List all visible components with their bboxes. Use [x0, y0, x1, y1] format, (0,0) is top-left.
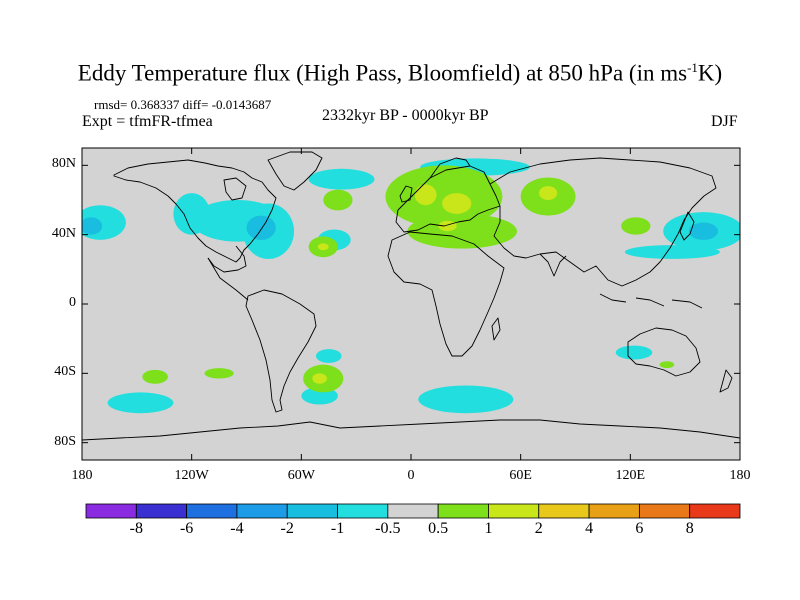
colorbar-swatch	[286, 503, 338, 519]
colorbar-label: -8	[129, 520, 143, 537]
anomaly-region-20	[407, 213, 518, 249]
colorbar-swatch	[135, 503, 188, 519]
x-tick-label: 0	[407, 468, 415, 483]
anomaly-region-11	[624, 245, 720, 259]
colorbar	[85, 503, 741, 519]
colorbar-swatch	[538, 503, 590, 519]
x-tick-label: 120W	[174, 468, 209, 483]
anomaly-region-19	[442, 193, 472, 214]
x-tick-label: 180	[729, 468, 751, 483]
anomaly-region-15	[315, 349, 342, 363]
colorbar-label: -4	[230, 520, 244, 537]
anomaly-region-10	[688, 222, 719, 240]
north-america-coast	[113, 159, 277, 263]
stats-text: rmsd= 0.368337 diff= -0.0143687	[94, 97, 272, 112]
anomaly-region-31	[312, 373, 327, 384]
scandinavia-coast	[429, 157, 471, 179]
x-tick-label: 180	[71, 468, 93, 483]
colorbar-swatch	[638, 503, 691, 519]
colorbar-swatch	[236, 503, 288, 519]
hudson-bay-coast	[223, 177, 247, 201]
colorbar-label: -6	[179, 520, 194, 537]
anomaly-region-1	[82, 217, 103, 235]
colorbar-label: 8	[685, 520, 694, 537]
anomaly-region-28	[142, 369, 168, 384]
anomaly-region-5	[246, 215, 276, 240]
gulf-of-mexico-coast	[207, 245, 247, 273]
experiment-label: Expt = tfmFR-tfmea	[82, 113, 213, 130]
anomaly-region-27	[621, 217, 651, 235]
y-tick-label: 40N	[51, 225, 76, 241]
colorbar-swatch	[337, 503, 389, 519]
central-america-coast	[207, 257, 249, 301]
colorbar-label: 2	[534, 520, 543, 537]
asia-coast	[489, 157, 717, 287]
anomaly-region-16	[615, 345, 653, 360]
anomaly-region-18	[414, 184, 437, 206]
anomaly-contours	[82, 158, 740, 414]
colorbar-swatch	[85, 503, 137, 519]
madagascar-coast	[491, 317, 501, 341]
new-zealand-coast	[719, 369, 733, 393]
anomaly-region-13	[418, 385, 514, 414]
x-tick-label: 120E	[615, 468, 646, 483]
anomaly-region-32	[659, 361, 675, 369]
anomaly-region-29	[204, 368, 234, 379]
anomaly-region-17	[385, 165, 503, 228]
colorbar-label: 1	[484, 520, 493, 537]
figure-title: Eddy Temperature flux (High Pass, Bloomf…	[77, 60, 723, 86]
x-tick-label: 60E	[509, 468, 532, 483]
y-tick-label: 80S	[54, 433, 76, 449]
colorbar-swatch	[689, 503, 741, 519]
y-tick-label: 0	[69, 295, 76, 310]
y-tick-label: 40S	[54, 364, 76, 380]
colorbar-label: -2	[280, 520, 294, 537]
coastlines	[82, 151, 740, 441]
colorbar-swatch	[186, 503, 238, 519]
africa-coast	[387, 231, 505, 357]
x-tick-label: 60W	[287, 468, 315, 483]
colorbar-label: 0.5	[428, 520, 449, 537]
india-coast	[539, 253, 567, 277]
colorbar-label: 4	[585, 520, 594, 537]
colorbar-label: -0.5	[375, 520, 401, 537]
anomaly-region-12	[107, 392, 174, 414]
colorbar-swatch	[588, 503, 640, 519]
anomaly-region-24	[317, 243, 329, 251]
anomaly-region-26	[538, 186, 558, 200]
anomaly-region-22	[323, 189, 353, 211]
colorbar-label: -1	[330, 520, 345, 537]
australia-coast	[627, 327, 701, 377]
y-tick-label: 80N	[51, 156, 76, 172]
period-label: 2332kyr BP - 0000kyr BP	[322, 107, 489, 124]
south-america-coast	[245, 289, 317, 413]
antarctica-coast	[82, 419, 740, 441]
british-isles-coast	[399, 185, 413, 203]
indonesia-coast	[599, 293, 703, 309]
season-label: DJF	[711, 113, 738, 130]
anomaly-region-6	[308, 168, 375, 190]
colorbar-label: 6	[635, 520, 644, 537]
japan-coast	[679, 211, 695, 241]
europe-coast	[395, 165, 501, 233]
colorbar-swatch	[387, 503, 439, 519]
map-axes	[81, 147, 741, 461]
colorbar-swatch	[437, 503, 489, 519]
colorbar-swatch	[488, 503, 540, 519]
